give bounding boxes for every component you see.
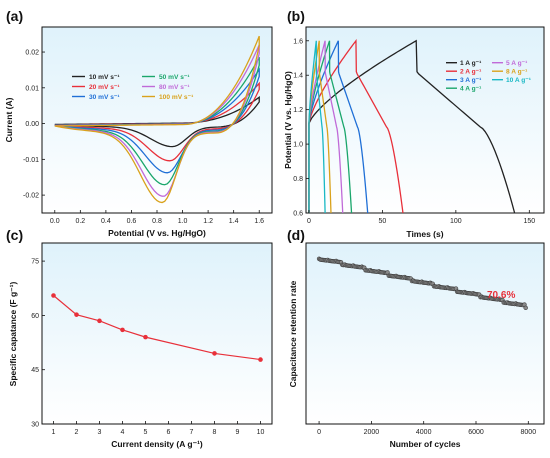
b-xtick-label-2: 100 bbox=[450, 218, 462, 225]
panel-d-label: (d) bbox=[287, 227, 305, 243]
capacitance-point-5 bbox=[212, 351, 217, 356]
legend-b-label-1: 2 A g⁻¹ bbox=[460, 69, 481, 76]
c-xtick-label-7: 8 bbox=[213, 429, 217, 436]
c-ytick-label-0: 75 bbox=[31, 259, 39, 266]
d-xtick-label-1: 2000 bbox=[364, 429, 380, 436]
capacitance-point-6 bbox=[258, 357, 263, 362]
b-ytick-label-2: 1.0 bbox=[293, 142, 303, 149]
capacitance-point-4 bbox=[143, 334, 148, 340]
panel-d: (d) 0 2000 4000 6000 8000 70.6% Number of cy… bbox=[287, 227, 545, 449]
a-xtick-label-8: 1.6 bbox=[254, 218, 264, 225]
b-ytick-label-4: 1.4 bbox=[293, 73, 303, 80]
c-xtick-label-3: 4 bbox=[121, 429, 125, 436]
c-xtick-label-0: 1 bbox=[52, 429, 56, 436]
d-xtick-label-4: 8000 bbox=[521, 429, 537, 436]
panel-a-ylabel: Current (A) bbox=[4, 97, 14, 142]
a-ytick-label-0: 0.02 bbox=[25, 50, 39, 57]
a-ytick-label-2: 0.00 bbox=[25, 121, 39, 128]
panel-d-xlabel: Number of cycles bbox=[390, 439, 461, 449]
legend-a-label-2: 30 mV s⁻¹ bbox=[89, 94, 120, 101]
capacitance-point-3 bbox=[120, 327, 125, 333]
capacitance-point-2 bbox=[97, 318, 102, 324]
panel-b-curves bbox=[308, 38, 516, 214]
a-xtick-label-6: 1.2 bbox=[203, 218, 213, 225]
panel-b-xlabel: Times (s) bbox=[406, 229, 443, 239]
legend-b-label-5: 8 A g⁻¹ bbox=[506, 69, 527, 76]
panel-d-points bbox=[316, 256, 528, 311]
panel-d-ylabel: Capacitance retention rate bbox=[288, 280, 298, 387]
legend-a-label-0: 10 mV s⁻¹ bbox=[89, 74, 120, 81]
gcd-curve-0 bbox=[308, 39, 516, 214]
a-xtick-label-2: 0.4 bbox=[101, 218, 111, 225]
cycle-point-169 bbox=[523, 305, 528, 311]
panel-a: (a) 0.0 0.2 0.4 0.6 0.8 1.0 1.2 1.4 1.6 0.02 0.01… bbox=[4, 8, 273, 238]
panel-a-label: (a) bbox=[6, 8, 23, 24]
b-ytick-label-3: 1.2 bbox=[293, 107, 303, 114]
panel-b-ylabel: Potential (V vs. Hg/HgO) bbox=[283, 71, 293, 169]
b-xtick-label-1: 50 bbox=[378, 218, 386, 225]
a-xtick-label-7: 1.4 bbox=[229, 218, 239, 225]
a-xtick-label-3: 0.6 bbox=[127, 218, 137, 225]
a-xtick-label-0: 0.0 bbox=[50, 218, 60, 225]
panel-c-plot-area bbox=[41, 242, 273, 425]
d-xtick-label-0: 0 bbox=[317, 429, 321, 436]
panel-c-label: (c) bbox=[6, 227, 23, 243]
d-xtick-label-3: 6000 bbox=[468, 429, 484, 436]
capacitance-point-1 bbox=[74, 312, 79, 317]
legend-a-label-1: 20 mV s⁻¹ bbox=[89, 84, 120, 91]
gcd-curve-6 bbox=[308, 40, 326, 214]
b-xtick-label-0: 0 bbox=[307, 218, 311, 225]
c-ytick-label-2: 45 bbox=[31, 367, 39, 374]
gcd-curve-1 bbox=[308, 38, 404, 214]
c-xtick-label-2: 3 bbox=[98, 429, 102, 436]
a-xtick-label-4: 0.8 bbox=[152, 218, 162, 225]
a-xtick-label-5: 1.0 bbox=[178, 218, 188, 225]
panel-d-annotation: 70.6% bbox=[487, 290, 515, 301]
panel-b-label: (b) bbox=[287, 8, 305, 24]
panel-d-plot-area bbox=[305, 242, 545, 425]
legend-b-label-6: 10 A g⁻¹ bbox=[506, 77, 531, 84]
legend-b-label-2: 3 A g⁻¹ bbox=[460, 77, 481, 84]
legend-a-label-4: 80 mV s⁻¹ bbox=[159, 84, 190, 91]
d-xtick-label-2: 4000 bbox=[416, 429, 432, 436]
legend-b-label-3: 4 A g⁻¹ bbox=[460, 86, 481, 93]
b-xtick-label-3: 150 bbox=[523, 218, 535, 225]
c-xtick-label-6: 7 bbox=[190, 429, 194, 436]
panel-c-curves bbox=[51, 293, 263, 362]
panel-c-ylabel: Specific capatance (F g⁻¹) bbox=[8, 282, 18, 387]
panel-b-plot-area bbox=[305, 26, 545, 214]
b-ytick-label-5: 1.6 bbox=[293, 38, 303, 45]
panel-a-xlabel: Potential (V vs. Hg/HgO) bbox=[108, 228, 206, 238]
a-ytick-label-1: 0.01 bbox=[25, 85, 39, 92]
gcd-curve-5 bbox=[308, 40, 332, 214]
cv-curve-5 bbox=[54, 35, 260, 204]
legend-a-label-3: 50 mV s⁻¹ bbox=[159, 74, 190, 81]
a-ytick-label-4: -0.02 bbox=[23, 193, 39, 200]
legend-b-label-4: 5 A g⁻¹ bbox=[506, 60, 527, 67]
b-ytick-label-0: 0.6 bbox=[293, 211, 303, 218]
gcd-curve-4 bbox=[308, 40, 344, 214]
c-ytick-label-3: 30 bbox=[31, 422, 39, 429]
panel-a-curves bbox=[54, 35, 260, 204]
legend-b-label-0: 1 A g⁻¹ bbox=[460, 60, 481, 67]
c-xtick-label-5: 6 bbox=[167, 429, 171, 436]
gcd-curve-3 bbox=[308, 40, 353, 214]
panel-b: (b) 0 50 100 150 0.6 0.8 1.0 1.2 1.4 1.6 1 A g⁻¹… bbox=[283, 8, 545, 239]
b-ytick-label-1: 0.8 bbox=[293, 176, 303, 183]
panel-c-xlabel: Current density (A g⁻¹) bbox=[111, 439, 203, 449]
a-ytick-label-3: -0.01 bbox=[23, 157, 39, 164]
panel-a-legend: 10 mV s⁻¹ 20 mV s⁻¹ 30 mV s⁻¹ 50 mV s⁻¹ 80 m… bbox=[72, 74, 193, 101]
c-xtick-label-9: 10 bbox=[257, 429, 265, 436]
c-ytick-label-1: 60 bbox=[31, 313, 39, 320]
a-xtick-label-1: 0.2 bbox=[75, 218, 85, 225]
c-xtick-label-4: 5 bbox=[144, 429, 148, 436]
capacitance-point-0 bbox=[51, 293, 56, 298]
panel-b-legend: 1 A g⁻¹ 2 A g⁻¹3 A g⁻¹ 4 A g⁻¹ 5 A g⁻¹ 8 A g… bbox=[446, 60, 531, 93]
c-xtick-label-8: 9 bbox=[236, 429, 240, 436]
c-xtick-label-1: 2 bbox=[75, 429, 79, 436]
legend-a-label-5: 100 mV s⁻¹ bbox=[159, 94, 193, 101]
